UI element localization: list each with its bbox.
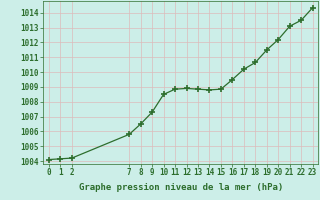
X-axis label: Graphe pression niveau de la mer (hPa): Graphe pression niveau de la mer (hPa) bbox=[79, 183, 283, 192]
